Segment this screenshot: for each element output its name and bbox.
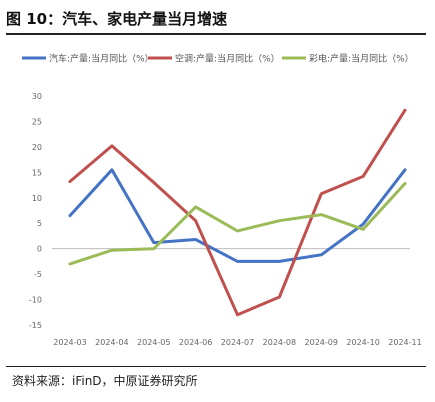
y-tick-label: 20 [32, 143, 42, 152]
series-3-point [361, 228, 365, 231]
series-2-point [278, 295, 281, 299]
series-1-point [278, 260, 281, 263]
y-tick-label: 5 [37, 219, 42, 228]
series-2-point [320, 192, 323, 195]
series-3-point [194, 205, 197, 209]
y-tick-label: -15 [29, 321, 42, 330]
y-tick-label: 25 [32, 117, 42, 126]
x-tick-label: 2024-09 [305, 338, 338, 347]
y-tick-label: 0 [37, 245, 42, 254]
legend-label-2: 空调:产量:当月同比（%） [175, 53, 280, 65]
figure-title: 图 10：汽车、家电产量当月增速 [6, 10, 228, 28]
x-tick-label: 2024-03 [53, 338, 86, 347]
y-axis: 30 25 20 15 10 5 0 -5 -10 -15 [29, 92, 42, 330]
chart-legend: 汽车:产量:当月同比（%） 空调:产量:当月同比（%） 彩电:产量:当月同比（%） [22, 53, 414, 65]
series-1-point [194, 238, 197, 241]
source-note: 资料来源：iFinD，中原证券研究所 [12, 374, 198, 388]
y-tick-label: -5 [34, 270, 42, 279]
series-2-point [236, 313, 239, 317]
y-tick-label: 30 [32, 92, 42, 101]
series-1-point [236, 260, 239, 263]
x-tick-label: 2024-10 [346, 338, 379, 347]
series-line-2 [68, 108, 407, 317]
series-3-point [110, 248, 114, 252]
x-tick-label: 2024-06 [179, 338, 212, 347]
legend-label-3: 彩电:产量:当月同比（%） [309, 53, 414, 65]
series-layer [68, 108, 407, 317]
line-chart: 汽车:产量:当月同比（%） 空调:产量:当月同比（%） 彩电:产量:当月同比（%） … [22, 53, 422, 347]
series-1-point [403, 168, 407, 171]
series-2-point [110, 144, 114, 148]
legend-label-1: 汽车:产量:当月同比（%） [49, 53, 154, 65]
series-3-point [320, 213, 323, 216]
title-divider [6, 33, 426, 35]
series-1-point [361, 223, 365, 226]
x-tick-label: 2024-04 [95, 338, 128, 347]
series-1-point [152, 241, 155, 244]
y-tick-label: 15 [32, 168, 42, 177]
series-line-1 [68, 168, 407, 263]
y-tick-label: -10 [29, 296, 42, 305]
series-2-point [152, 181, 155, 184]
series-line-3 [68, 182, 407, 266]
series-3-point [236, 229, 239, 233]
x-tick-label: 2024-11 [388, 338, 421, 347]
series-2-point [403, 109, 407, 112]
x-axis: 2024-03 2024-04 2024-05 2024-06 2024-07 2024-… [52, 248, 422, 347]
y-tick-label: 10 [32, 194, 42, 203]
series-1-point [320, 253, 323, 256]
series-3-point [152, 247, 155, 250]
series-2-point [361, 175, 365, 178]
series-3-point [403, 182, 407, 185]
series-1-point [110, 168, 114, 171]
x-tick-label: 2024-05 [137, 338, 170, 347]
x-tick-label: 2024-07 [221, 338, 254, 347]
series-3-point [68, 262, 72, 266]
source-divider [6, 366, 426, 367]
x-tick-label: 2024-08 [263, 338, 296, 347]
series-2-point [68, 180, 72, 183]
series-2-point [194, 219, 197, 222]
series-3-point [278, 219, 281, 222]
series-1-point [68, 214, 72, 217]
